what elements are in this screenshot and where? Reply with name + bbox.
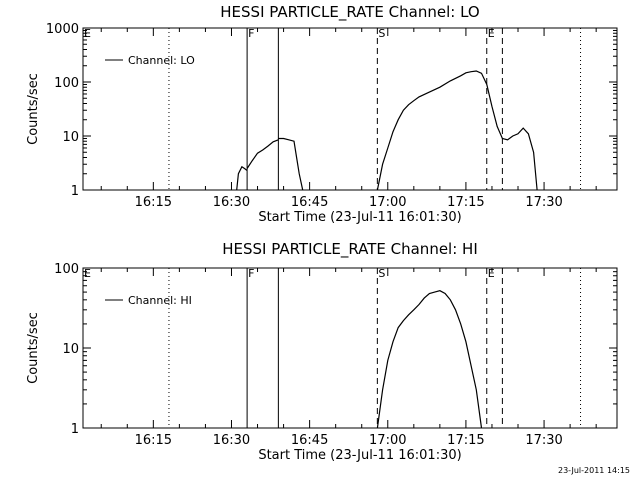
chart-title: HESSI PARTICLE_RATE Channel: HI — [222, 240, 478, 259]
y-tick-label: 10 — [62, 130, 79, 145]
series-line — [246, 139, 279, 169]
x-tick-label: 17:30 — [525, 433, 562, 448]
x-tick-label: 16:45 — [291, 195, 328, 210]
event-marker-label: E — [488, 27, 495, 40]
x-tick-label: 17:00 — [369, 195, 406, 210]
series-line — [376, 290, 483, 429]
plot-frame — [82, 27, 618, 191]
hi-channel-panel: HESSI PARTICLE_RATE Channel: HI 1 10 100 16:… — [26, 240, 618, 463]
event-marker-label: S — [378, 27, 385, 40]
series-line — [236, 165, 248, 191]
x-tick-label: 16:30 — [213, 433, 250, 448]
y-axis-label: Counts/sec — [26, 312, 41, 384]
y-tick-label: 100 — [54, 76, 79, 91]
event-marker-label: F — [248, 27, 254, 40]
event-marker-label: S — [378, 267, 385, 280]
y-axis-label: Counts/sec — [26, 73, 41, 145]
generated-timestamp: 23-Jul-2011 14:15 — [557, 466, 630, 475]
lo-channel-panel: HESSI PARTICLE_RATE Channel: LO 1 10 100 100… — [26, 3, 618, 225]
y-tick-label: 10 — [62, 342, 79, 357]
y-tick-label: 100 — [54, 262, 79, 277]
x-axis-label: Start Time (23-Jul-11 16:01:30) — [258, 448, 461, 463]
x-tick-label: 16:15 — [135, 195, 172, 210]
x-tick-label: 17:15 — [447, 195, 484, 210]
y-tick-label: 1000 — [46, 22, 79, 37]
x-tick-label: 16:15 — [135, 433, 172, 448]
event-marker-label: E — [84, 267, 91, 280]
event-marker-label: F — [248, 267, 254, 280]
y-tick-label: 1 — [71, 184, 79, 199]
plot-frame — [82, 267, 618, 429]
x-tick-label: 17:30 — [525, 195, 562, 210]
x-tick-label: 16:30 — [213, 195, 250, 210]
series-line — [376, 70, 538, 191]
event-marker-label: E — [488, 267, 495, 280]
x-axis-label: Start Time (23-Jul-11 16:01:30) — [258, 210, 461, 225]
legend-label: Channel: LO — [128, 54, 195, 67]
x-tick-label: 16:45 — [291, 433, 328, 448]
x-tick-label: 17:15 — [447, 433, 484, 448]
x-tick-label: 17:00 — [369, 433, 406, 448]
chart-title: HESSI PARTICLE_RATE Channel: LO — [220, 3, 479, 22]
y-tick-label: 1 — [71, 422, 79, 437]
legend-label: Channel: HI — [128, 294, 192, 307]
series-line — [278, 137, 304, 191]
event-marker-label: E — [84, 27, 91, 40]
